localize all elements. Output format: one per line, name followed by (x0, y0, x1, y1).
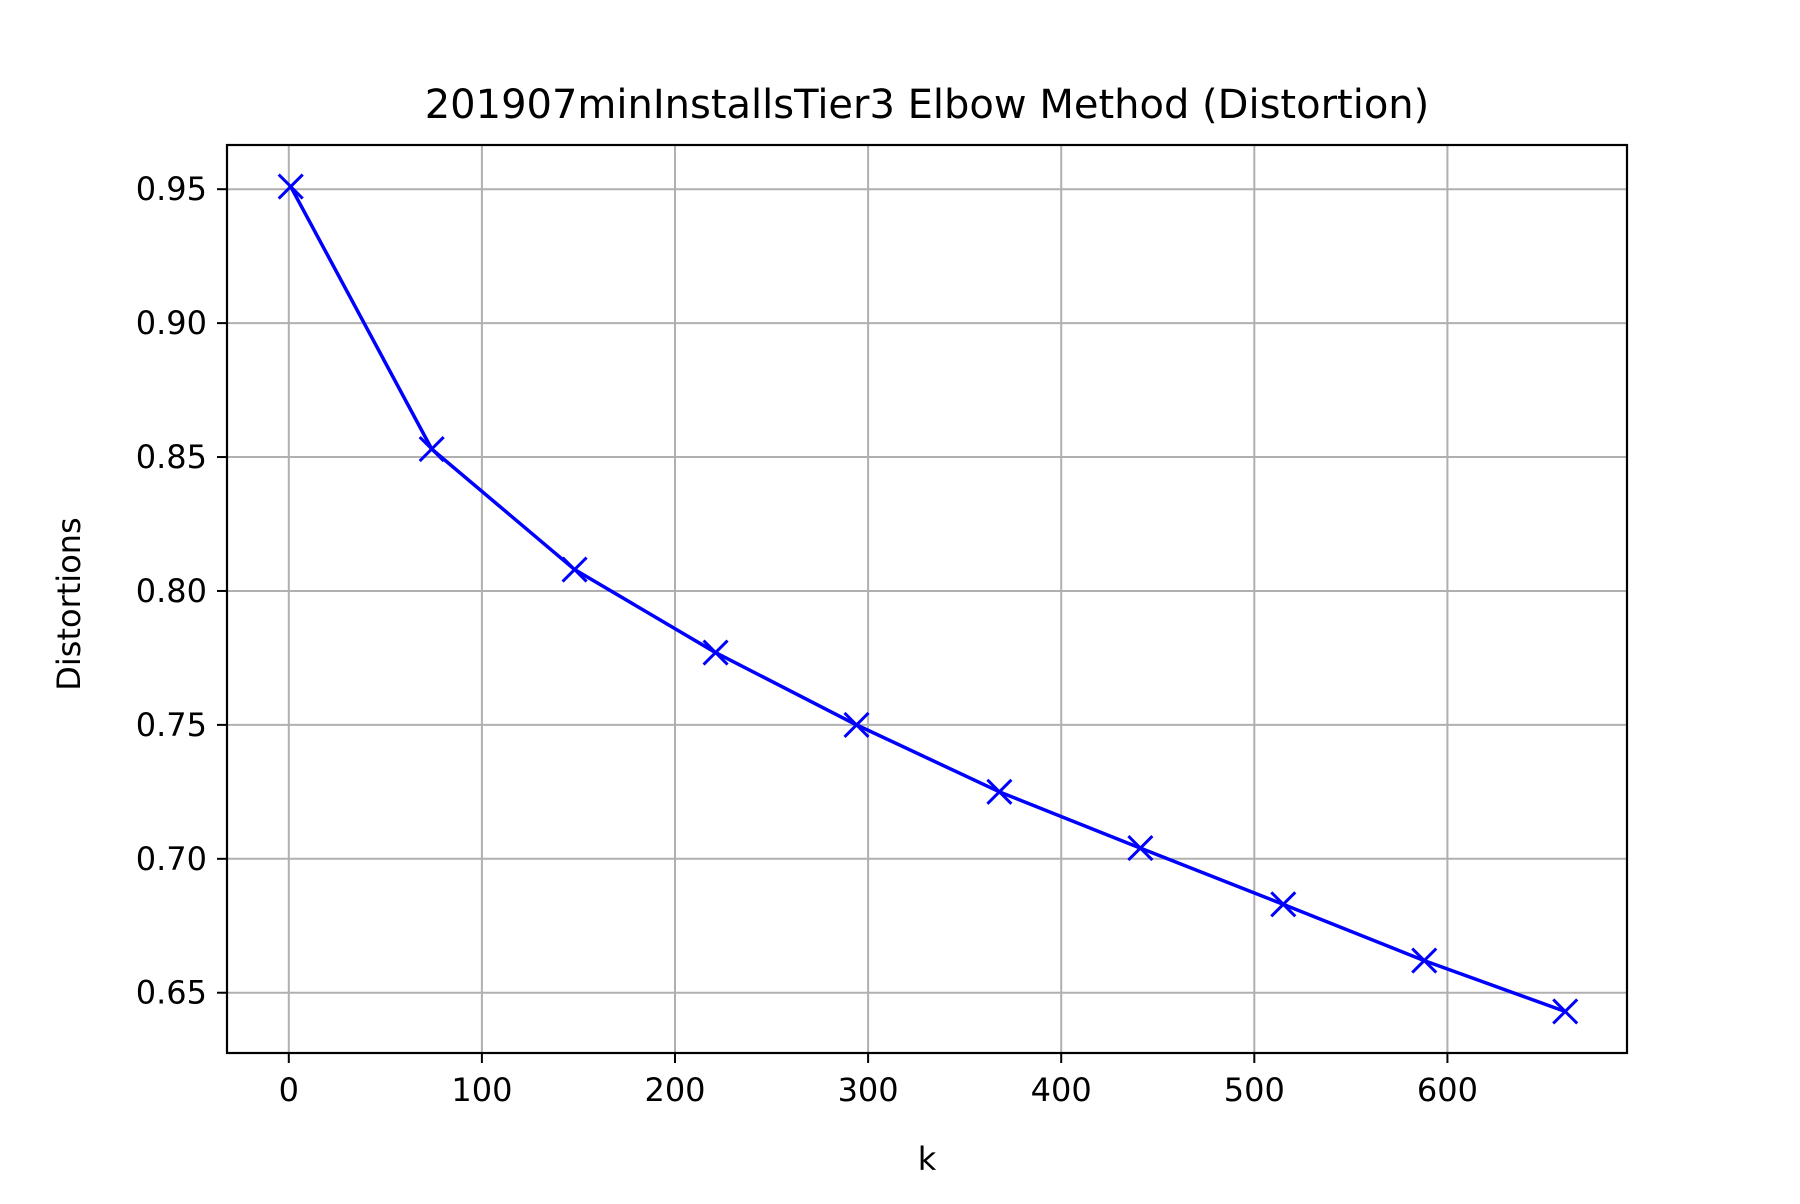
x-tick-label: 100 (451, 1071, 512, 1109)
data-point-marker-stroke (277, 173, 304, 200)
chart-title: 201907minInstallsTier3 Elbow Method (Dis… (425, 82, 1430, 128)
data-point (418, 435, 445, 463)
data-point (986, 778, 1013, 805)
data-point-marker-stroke (1127, 835, 1154, 862)
data-point-marker-stroke (1552, 998, 1579, 1025)
series-layer (277, 173, 1579, 1025)
y-tick-label: 0.95 (136, 170, 207, 208)
data-point-marker-stroke (1411, 947, 1438, 974)
data-point (561, 556, 588, 583)
y-tick-label: 0.90 (136, 304, 207, 342)
x-tick-label: 600 (1417, 1071, 1478, 1109)
data-point (1552, 998, 1579, 1025)
x-axis-label: k (918, 1140, 937, 1178)
data-point-marker-stroke (418, 435, 445, 463)
y-tick-label: 0.80 (136, 572, 207, 610)
data-point-marker-stroke (702, 639, 729, 666)
x-tick-label: 0 (279, 1071, 299, 1109)
data-point (1411, 947, 1438, 974)
x-tick-label: 500 (1224, 1071, 1285, 1109)
data-point (702, 639, 729, 666)
data-point (843, 711, 870, 738)
y-tick-label: 0.70 (136, 840, 207, 878)
y-axis-label: Distortions (50, 517, 88, 690)
series-line (289, 185, 1566, 1014)
data-point (1270, 891, 1297, 918)
ticks-layer: 0 100 200 300 400 500 600 0.65 0.70 0.75 0.80 0.85 0… (136, 170, 1478, 1109)
data-point-marker-stroke (561, 556, 588, 583)
y-tick-label: 0.65 (136, 974, 207, 1012)
y-tick-label: 0.85 (136, 438, 207, 476)
plot-frame (225, 143, 1629, 1055)
x-tick-label: 200 (644, 1071, 705, 1109)
data-point (277, 173, 304, 200)
data-point-marker-stroke (843, 711, 870, 738)
x-tick-label: 300 (838, 1071, 899, 1109)
x-tick-label: 400 (1031, 1071, 1092, 1109)
grid-layer (227, 145, 1627, 1053)
data-point (1127, 835, 1154, 862)
data-point-marker-stroke (986, 778, 1013, 805)
y-tick-label: 0.75 (136, 706, 207, 744)
data-point-marker-stroke (1270, 891, 1297, 918)
